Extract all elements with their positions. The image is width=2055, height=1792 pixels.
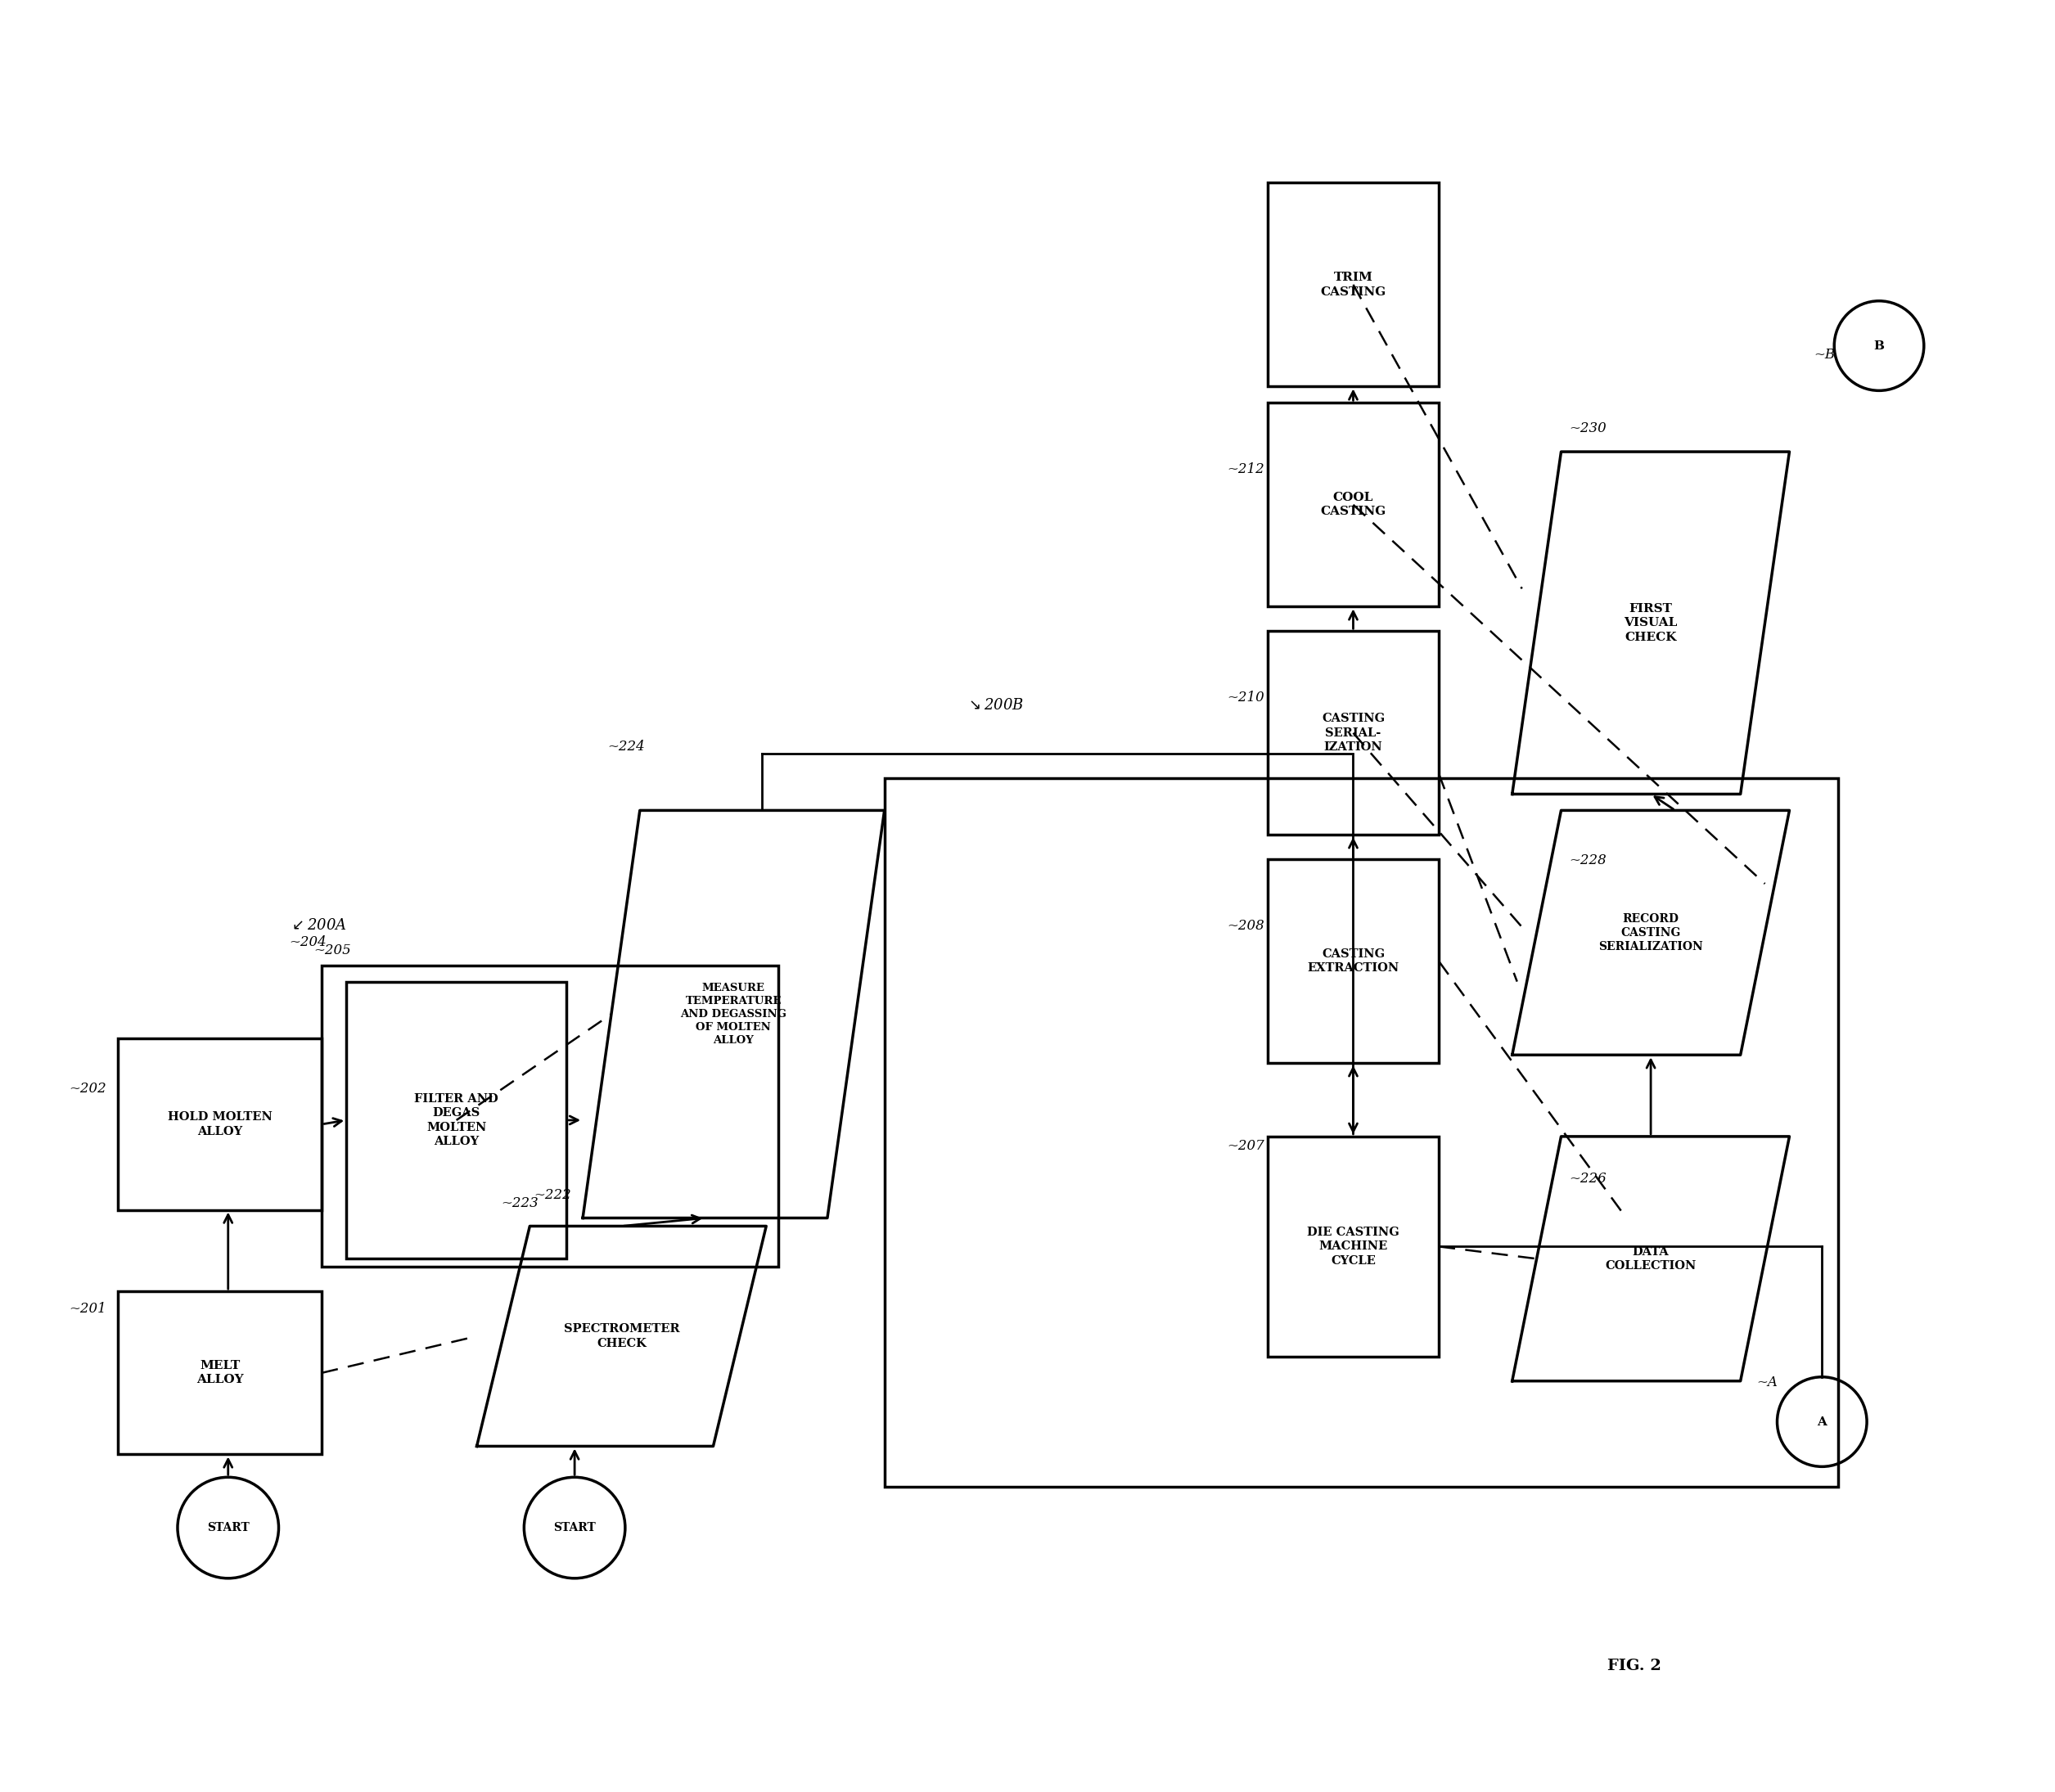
Text: ~222: ~222 [534,1188,571,1202]
Text: SPECTROMETER
CHECK: SPECTROMETER CHECK [563,1322,680,1349]
Bar [117,1039,323,1210]
Text: ~205: ~205 [314,943,351,957]
Bar [347,982,567,1258]
Text: ~A: ~A [1757,1374,1778,1389]
Text: DATA
COLLECTION: DATA COLLECTION [1605,1245,1695,1272]
Text: DIE CASTING
MACHINE
CYCLE: DIE CASTING MACHINE CYCLE [1307,1228,1399,1267]
Bar [1268,403,1438,607]
Text: ~210: ~210 [1227,690,1264,704]
Text: ~224: ~224 [606,740,645,753]
Text: ~230: ~230 [1570,421,1607,435]
Text: FIG. 2: FIG. 2 [1607,1659,1660,1674]
Bar [1268,1136,1438,1357]
Bar [1268,183,1438,387]
Text: B: B [1874,340,1884,351]
Text: START: START [553,1521,596,1534]
Text: ~B: ~B [1815,348,1835,362]
Text: FILTER AND
DEGAS
MOLTEN
ALLOY: FILTER AND DEGAS MOLTEN ALLOY [415,1093,499,1147]
Text: ~202: ~202 [70,1082,107,1095]
Text: FIRST
VISUAL
CHECK: FIRST VISUAL CHECK [1623,604,1677,643]
Text: TRIM
CASTING: TRIM CASTING [1321,272,1385,297]
Text: ~204: ~204 [290,935,327,950]
Bar [1268,860,1438,1063]
Bar [1268,631,1438,835]
Bar [117,1292,323,1455]
Text: RECORD
CASTING
SERIALIZATION: RECORD CASTING SERIALIZATION [1599,912,1704,953]
Text: $\swarrow$200A: $\swarrow$200A [290,918,347,932]
Text: ~212: ~212 [1227,462,1264,477]
Bar [323,966,779,1267]
Text: $\searrow$200B: $\searrow$200B [966,697,1023,713]
Text: ~201: ~201 [70,1303,107,1315]
Bar [884,778,1839,1487]
Text: ~207: ~207 [1227,1140,1264,1152]
Text: MEASURE
TEMPERATURE
AND DEGASSING
OF MOLTEN
ALLOY: MEASURE TEMPERATURE AND DEGASSING OF MOL… [680,982,787,1047]
Text: COOL
CASTING: COOL CASTING [1321,493,1385,518]
Text: CASTING
SERIAL-
IZATION: CASTING SERIAL- IZATION [1321,713,1385,753]
Text: CASTING
EXTRACTION: CASTING EXTRACTION [1307,948,1399,975]
Text: ~223: ~223 [501,1195,538,1210]
Text: ~208: ~208 [1227,919,1264,932]
Text: MELT
ALLOY: MELT ALLOY [197,1360,245,1385]
Text: ~228: ~228 [1570,853,1607,867]
Text: A: A [1817,1416,1827,1428]
Text: ~226: ~226 [1570,1172,1607,1185]
Text: START: START [208,1521,249,1534]
Text: HOLD MOLTEN
ALLOY: HOLD MOLTEN ALLOY [169,1111,271,1138]
